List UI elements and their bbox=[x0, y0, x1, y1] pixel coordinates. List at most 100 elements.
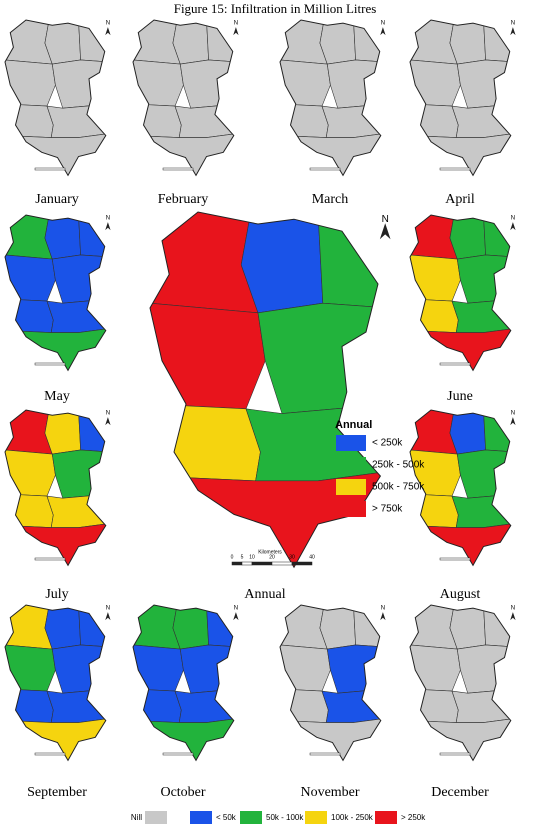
map-zone bbox=[410, 60, 460, 106]
map-zone bbox=[322, 104, 381, 138]
map-zone bbox=[133, 689, 181, 723]
panel-label: May bbox=[44, 389, 70, 404]
map-zone bbox=[280, 60, 330, 106]
map-zone bbox=[322, 689, 381, 723]
map-outline bbox=[133, 20, 234, 175]
north-label: N bbox=[381, 21, 385, 27]
legend-swatch bbox=[190, 811, 212, 824]
map-zones bbox=[280, 605, 381, 761]
scale-bar bbox=[439, 167, 471, 171]
map-zone bbox=[258, 303, 381, 413]
map-zone bbox=[5, 133, 106, 176]
scale-unit: Kilometers bbox=[258, 549, 282, 555]
map-zones bbox=[150, 212, 381, 568]
scale-bar bbox=[439, 557, 471, 561]
map-outline bbox=[410, 605, 511, 760]
map-panel bbox=[410, 605, 515, 763]
scale-bar bbox=[309, 752, 341, 756]
map-zone bbox=[410, 133, 511, 176]
north-arrow bbox=[510, 222, 516, 231]
map-panel bbox=[133, 605, 238, 763]
figure-title: Figure 15: Infiltration in Million Litre… bbox=[174, 1, 377, 16]
map-zone bbox=[173, 605, 209, 649]
north-label: N bbox=[106, 606, 110, 612]
map-panel bbox=[150, 212, 390, 572]
map-zone bbox=[410, 645, 460, 691]
panel-label: October bbox=[160, 785, 205, 800]
map-zones bbox=[5, 215, 106, 371]
north-arrow bbox=[510, 417, 516, 426]
scale-segment bbox=[271, 561, 293, 566]
map-zone bbox=[280, 104, 328, 138]
map-panel bbox=[410, 20, 515, 178]
map-zone bbox=[175, 104, 234, 138]
legend-swatch bbox=[240, 811, 262, 824]
map-zone bbox=[47, 689, 106, 723]
map-zone bbox=[320, 20, 356, 64]
map-zone bbox=[45, 605, 81, 649]
legend-label: < 50k bbox=[216, 813, 237, 822]
legend-label: > 250k bbox=[401, 813, 426, 822]
map-zone bbox=[133, 718, 234, 761]
map-panel bbox=[5, 215, 110, 373]
scale-tick: 40 bbox=[309, 554, 315, 560]
panel-label: Annual bbox=[244, 587, 285, 602]
scale-bar bbox=[34, 167, 66, 171]
map-panel bbox=[5, 410, 110, 568]
north-label: N bbox=[511, 606, 515, 612]
map-zones bbox=[133, 20, 234, 176]
map-outline bbox=[410, 20, 511, 175]
map-zone bbox=[241, 212, 323, 313]
map-zone bbox=[246, 404, 381, 481]
map-zone bbox=[133, 645, 183, 691]
north-label: N bbox=[382, 214, 389, 225]
map-zone bbox=[5, 523, 106, 566]
panel-label: April bbox=[445, 192, 475, 207]
scale-bar bbox=[34, 752, 66, 756]
legend-swatch bbox=[336, 501, 366, 517]
map-zone bbox=[410, 450, 460, 496]
scale-tick: 5 bbox=[241, 554, 244, 560]
map-panel bbox=[410, 410, 515, 568]
legend-swatch bbox=[305, 811, 327, 824]
map-zone bbox=[5, 60, 55, 106]
legend-swatch bbox=[375, 811, 397, 824]
map-zone bbox=[450, 20, 486, 64]
map-panel bbox=[280, 605, 385, 763]
map-zones bbox=[410, 605, 511, 761]
map-zone bbox=[5, 718, 106, 761]
map-zone bbox=[5, 689, 53, 723]
map-zone bbox=[5, 450, 55, 496]
legend-label: 100k - 250k bbox=[331, 813, 374, 822]
legend-label: Nill bbox=[131, 813, 142, 822]
map-outline bbox=[280, 20, 381, 175]
legend-title: Annual bbox=[335, 419, 372, 431]
scale-tick: 10 bbox=[249, 554, 255, 560]
map-zone bbox=[47, 299, 106, 333]
map-zone bbox=[452, 689, 511, 723]
scale-tick: 0 bbox=[231, 554, 234, 560]
legend-swatch bbox=[145, 811, 167, 824]
map-zone bbox=[150, 404, 260, 481]
panel-label: June bbox=[447, 389, 473, 404]
panel-label: August bbox=[440, 587, 481, 602]
map-zone bbox=[5, 104, 53, 138]
map-outline bbox=[133, 605, 234, 760]
legend-label: 50k - 100k bbox=[266, 813, 304, 822]
panel-label: March bbox=[312, 192, 349, 207]
map-zone bbox=[5, 255, 55, 301]
scale-segment bbox=[291, 561, 313, 566]
scale-bar bbox=[162, 167, 194, 171]
map-outline bbox=[5, 20, 106, 175]
map-zone bbox=[280, 133, 381, 176]
map-zone bbox=[5, 299, 53, 333]
map-zone bbox=[47, 494, 106, 528]
map-zone bbox=[410, 689, 458, 723]
map-zone bbox=[280, 718, 381, 761]
north-label: N bbox=[106, 21, 110, 27]
map-zone bbox=[452, 494, 511, 528]
north-arrow bbox=[510, 612, 516, 621]
map-outline bbox=[280, 605, 381, 760]
panel-label: February bbox=[158, 192, 209, 207]
